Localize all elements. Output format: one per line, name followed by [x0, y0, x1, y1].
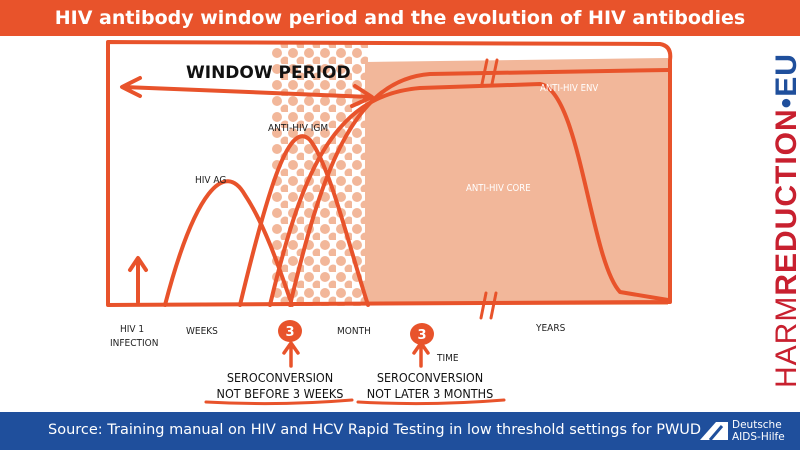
- igm-curve: [238, 134, 370, 307]
- axis-break: [479, 58, 499, 320]
- months-badge-number: 3: [417, 328, 426, 343]
- weeks-badge: [278, 320, 302, 342]
- sero-weeks-line1: SEROCONVERSION: [227, 370, 333, 385]
- infection-arrow: [128, 256, 148, 304]
- brand-part-1: HARM: [770, 295, 800, 388]
- logo-line-1: Deutsche: [732, 419, 782, 431]
- weeks-label: WEEKS: [186, 326, 218, 337]
- slide-title: HIV antibody window period and the evolu…: [0, 0, 800, 36]
- hiv-ag-curve: [163, 179, 294, 307]
- sero-months-line2: NOT LATER 3 MONTHS: [367, 386, 493, 401]
- env-curve: [288, 68, 670, 307]
- dotted-window-region: [272, 44, 368, 306]
- years-label: YEARS: [535, 323, 566, 334]
- weeks-underline: [204, 398, 354, 406]
- source-text: Source: Training manual on HIV and HCV R…: [48, 422, 702, 438]
- months-badge: [410, 323, 434, 345]
- months-arrow: [412, 341, 430, 368]
- sero-months-line1: SEROCONVERSION: [377, 370, 483, 385]
- igm-label: ANTI-HIV IGM: [268, 123, 328, 134]
- window-period-label: WINDOW PERIOD: [186, 63, 351, 83]
- brand-part-3: •EU: [770, 53, 800, 109]
- logo-line-2: AIDS-Hilfe: [732, 431, 785, 443]
- weeks-arrow: [282, 341, 300, 368]
- infection-label-2: INFECTION: [110, 338, 158, 349]
- brand-part-2: REDUCTION: [770, 108, 800, 296]
- time-label: TIME: [436, 353, 459, 364]
- core-label: ANTI-HIV CORE: [466, 183, 531, 194]
- antibody-fill-region: [365, 58, 668, 305]
- footer: Source: Training manual on HIV and HCV R…: [0, 412, 800, 450]
- sero-weeks-line2: NOT BEFORE 3 WEEKS: [217, 386, 344, 401]
- diagram-frame: [106, 40, 673, 307]
- core-curve: [268, 82, 670, 307]
- months-underline: [356, 398, 506, 406]
- hiv-ag-label: HIV AG: [195, 175, 226, 186]
- deutsche-aids-hilfe-logo: Deutsche AIDS-Hilfe: [698, 418, 798, 446]
- infection-label-1: HIV 1: [120, 324, 144, 335]
- harmreduction-eu-logo: HARMREDUCTION•EU: [748, 53, 800, 388]
- window-period-arrow: [120, 76, 374, 108]
- weeks-badge-number: 3: [285, 325, 294, 340]
- window-period-diagram: WINDOW PERIOD HIV AG ANTI-HIV IGM ANTI-H…: [106, 40, 673, 406]
- dah-logo-icon: [700, 422, 728, 441]
- month-label: MONTH: [337, 326, 371, 337]
- env-label: ANTI-HIV ENV: [540, 83, 598, 94]
